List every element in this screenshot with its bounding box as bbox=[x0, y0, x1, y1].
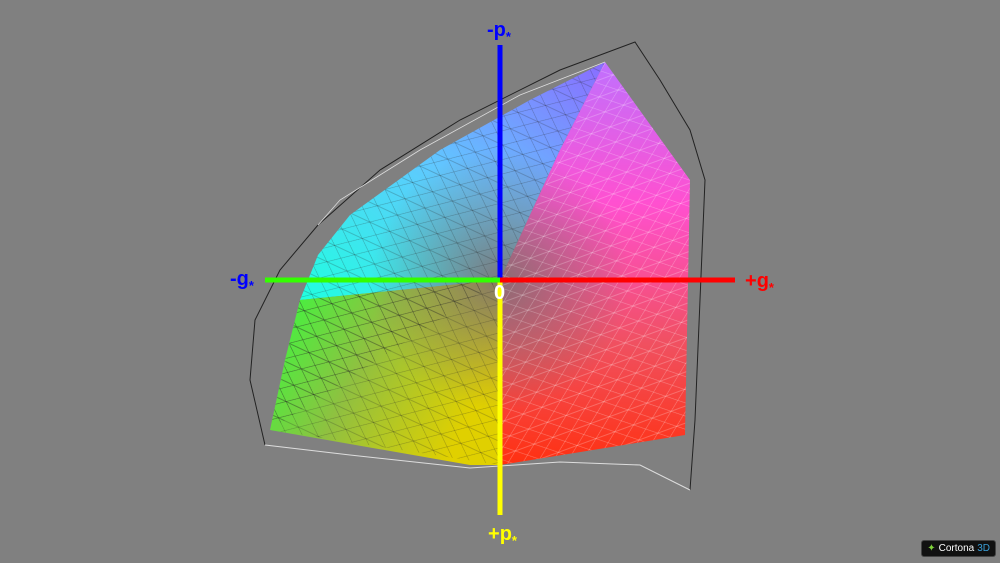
gamut-surface bbox=[270, 62, 690, 465]
axes bbox=[265, 45, 735, 515]
cortona3d-logo: ✦ Cortona 3D bbox=[921, 540, 996, 557]
label-pos-g: +g* bbox=[745, 270, 775, 295]
label-origin: 0 bbox=[494, 282, 505, 304]
label-pos-p: +p* bbox=[488, 523, 518, 548]
cortona-leaf-icon: ✦ bbox=[927, 543, 936, 554]
label-neg-g: -g* bbox=[230, 268, 255, 293]
wireframe-hull bbox=[249, 41, 706, 491]
label-neg-p: -p* bbox=[487, 19, 512, 44]
